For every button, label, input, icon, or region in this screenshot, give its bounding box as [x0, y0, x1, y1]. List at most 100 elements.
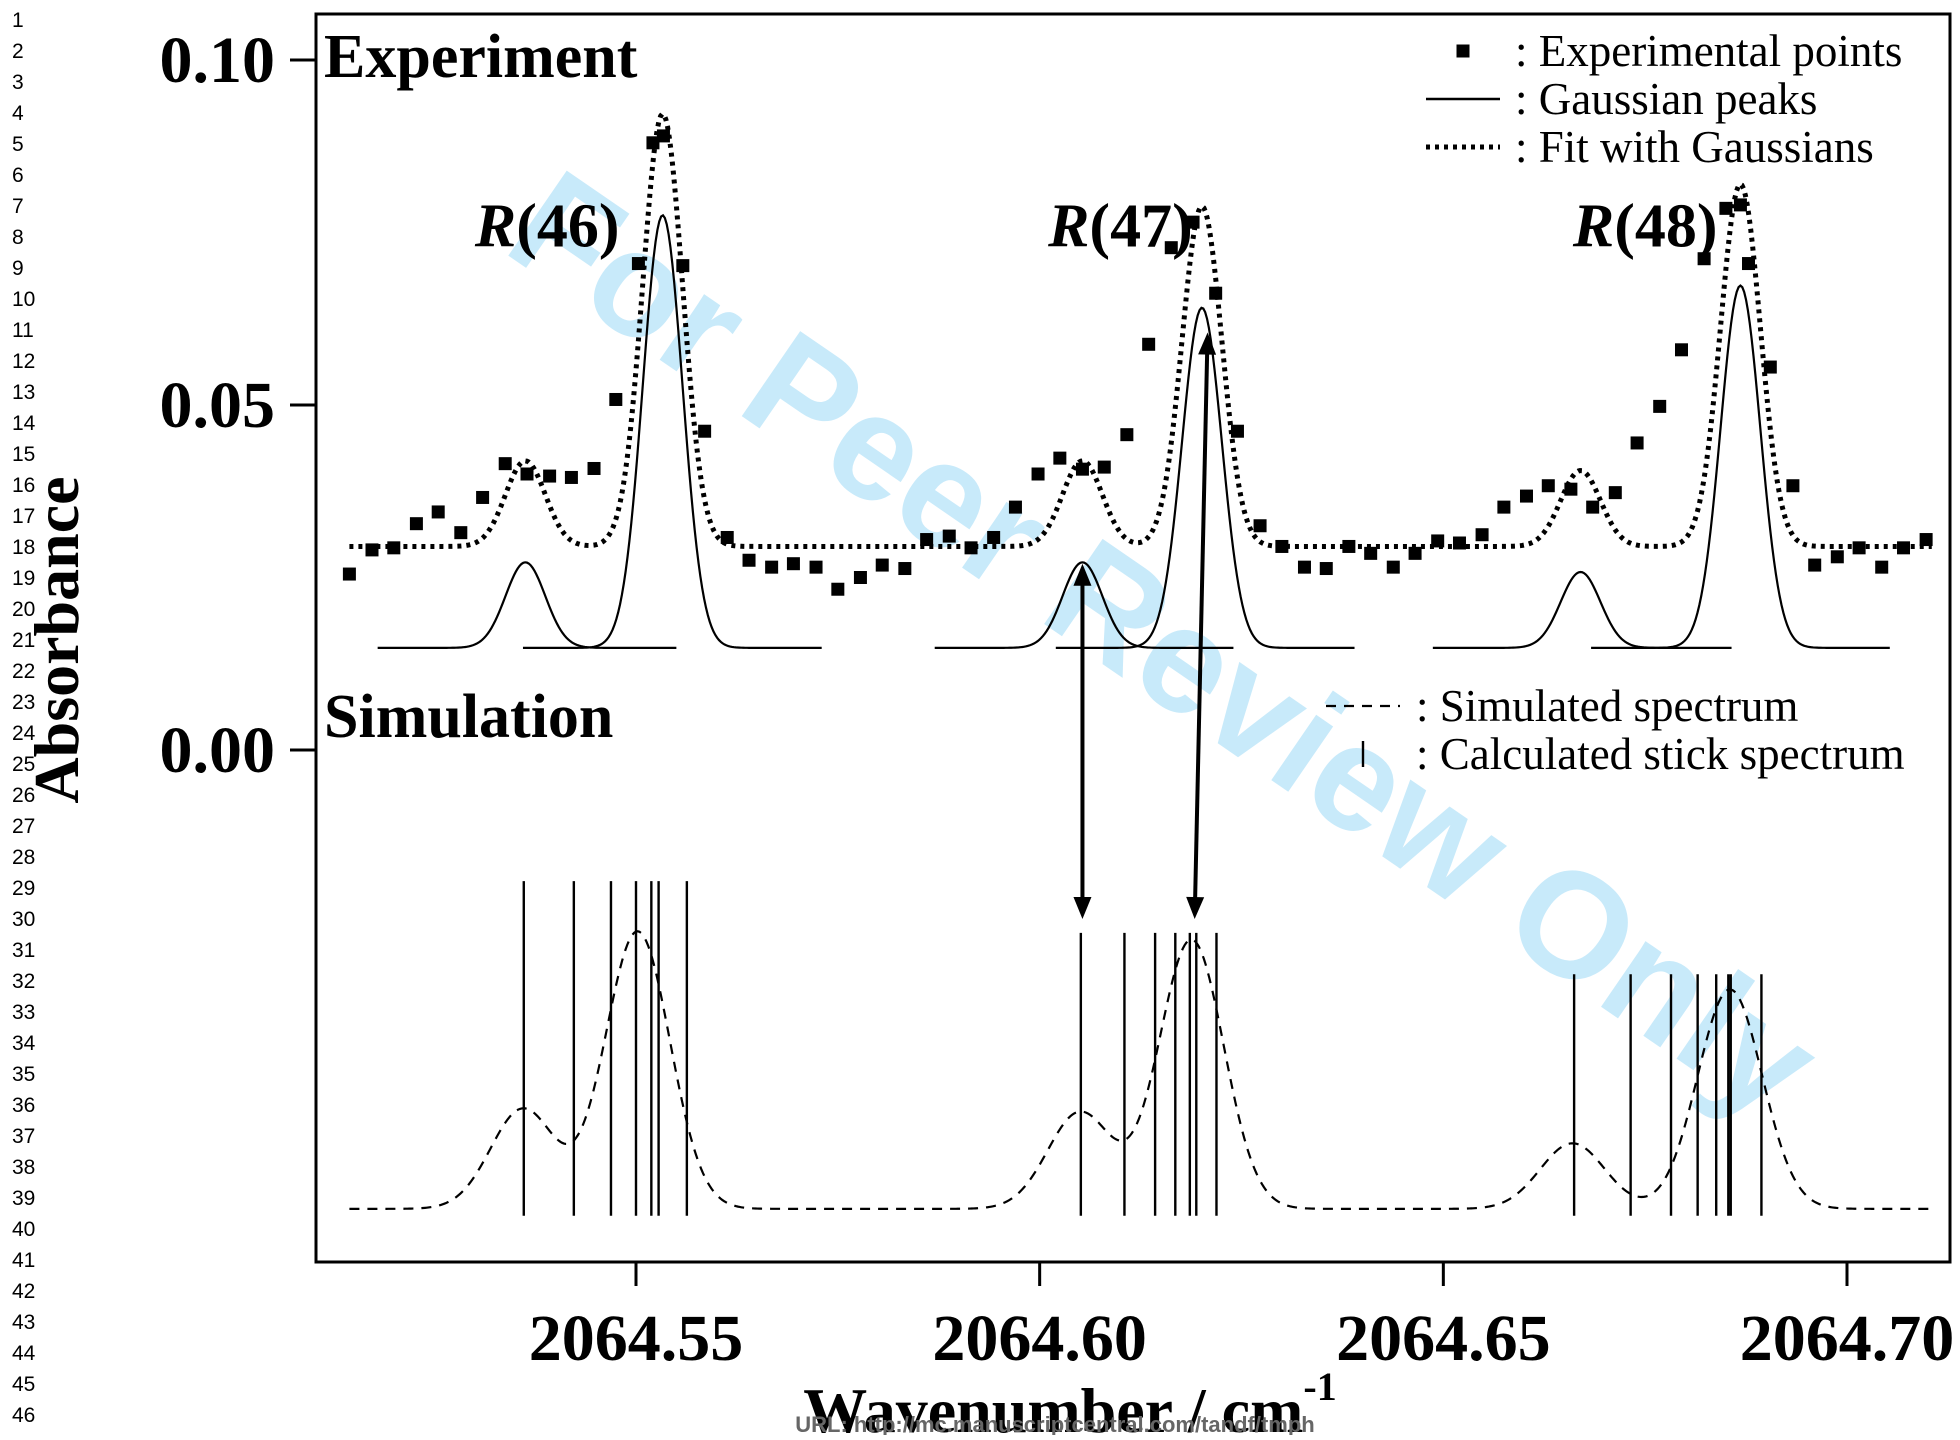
line-number: 7: [12, 195, 24, 218]
manuscript-line-numbers: 1234567891011121314151617181920212223242…: [12, 9, 36, 1427]
experimental-point: [942, 529, 956, 543]
experimental-point: [1164, 241, 1178, 255]
simulated-spectrum-curve: [349, 930, 1932, 1210]
experimental-point: [1452, 536, 1466, 550]
x-axis-title-text: Wavenumber / cm: [803, 1375, 1303, 1435]
experimental-point: [1630, 436, 1644, 450]
experimental-point: [1742, 257, 1756, 271]
experimental-point: [1230, 424, 1244, 438]
experimental-point: [631, 257, 645, 271]
line-number: 13: [12, 381, 35, 404]
arrow-head: [1186, 896, 1205, 920]
line-number: 28: [12, 846, 35, 869]
experimental-point: [898, 562, 912, 576]
line-number: 25: [12, 753, 35, 776]
line-number: 26: [12, 784, 35, 807]
line-number: 34: [12, 1032, 36, 1055]
line-number: 22: [12, 660, 35, 683]
line-number: 42: [12, 1280, 35, 1303]
line-number: 21: [12, 629, 35, 652]
peak-label-number: (46): [516, 192, 619, 260]
experimental-point: [1297, 560, 1311, 574]
y-tick-label: 0.00: [160, 714, 276, 787]
double-arrow-shaft: [1193, 350, 1210, 902]
experimental-point: [1120, 428, 1134, 442]
gaussian-peak-line: [934, 561, 1234, 649]
experimental-point: [520, 467, 534, 481]
experimental-point: [1897, 541, 1911, 555]
experimental-point: [1364, 546, 1378, 560]
experimental-point: [365, 543, 379, 557]
footer-url: URL: http://mc.manuscriptcentral.com/tan…: [795, 1412, 1314, 1435]
experimental-point: [1186, 215, 1200, 229]
experimental-point: [1919, 533, 1933, 547]
line-number: 15: [12, 443, 35, 466]
experimental-point: [564, 470, 578, 484]
line-number: 45: [12, 1373, 35, 1396]
x-tick-label: 2064.60: [932, 1302, 1147, 1375]
experimental-point: [875, 558, 889, 572]
experimental-point: [498, 457, 512, 471]
experimental-point: [387, 541, 401, 555]
experimental-point: [656, 129, 670, 143]
line-number: 35: [12, 1063, 35, 1086]
line-number: 11: [12, 319, 34, 342]
experimental-point: [1319, 562, 1333, 576]
peak-label: R(48): [1572, 192, 1718, 260]
experimental-point: [1386, 560, 1400, 574]
experimental-point: [409, 517, 423, 531]
line-number: 1: [12, 9, 24, 32]
peak-label: R(46): [474, 192, 620, 260]
line-number: 44: [12, 1342, 36, 1365]
experimental-point: [1763, 360, 1777, 374]
experimental-point: [1408, 546, 1422, 560]
panel-title-experiment: Experiment: [324, 23, 638, 91]
experimental-point: [1075, 462, 1089, 476]
experimental-point: [853, 571, 867, 584]
legend-entry-simulation: : Calculated stick spectrum: [1416, 729, 1905, 779]
line-number: 40: [12, 1218, 35, 1241]
line-number: 39: [12, 1187, 35, 1210]
experimental-point: [431, 505, 445, 519]
line-number: 3: [12, 71, 24, 94]
experimental-point: [454, 526, 468, 540]
experimental-point: [720, 530, 734, 544]
line-number: 36: [12, 1094, 35, 1117]
chart-text-layer: 0.10 0.05 0.00 2064.55 2064.60 2064.65 2064.70…: [21, 23, 1954, 1440]
line-number: 30: [12, 908, 35, 931]
experimental-point: [1653, 399, 1667, 413]
line-number: 31: [12, 939, 35, 962]
experimental-point: [1875, 560, 1889, 574]
experimental-point: [987, 530, 1001, 544]
x-axis-title: Wavenumber / cm-1: [803, 1364, 1336, 1435]
experimental-point: [1053, 451, 1067, 465]
experimental-point: [676, 259, 690, 273]
y-axis-title: Absorbance: [21, 476, 92, 803]
experimental-point: [1209, 286, 1223, 300]
experimental-point: [1519, 489, 1533, 503]
experimental-point: [1719, 201, 1733, 215]
x-axis-title-superscript: -1: [1303, 1364, 1336, 1409]
experimental-point: [1541, 479, 1555, 493]
experimental-point: [698, 424, 712, 438]
experimental-point: [1097, 460, 1111, 474]
experimental-point: [742, 553, 756, 567]
x-tick-label: 2064.55: [529, 1302, 744, 1375]
experimental-point: [1475, 528, 1489, 542]
line-number: 24: [12, 722, 36, 745]
line-number: 8: [12, 226, 24, 249]
gaussian-peak-line: [1591, 284, 1890, 649]
line-number: 17: [12, 505, 35, 528]
line-number: 41: [12, 1249, 35, 1272]
experimental-point: [1142, 337, 1156, 351]
experimental-point: [831, 582, 845, 596]
experimental-point: [1031, 467, 1045, 481]
arrow-head: [1073, 897, 1092, 920]
line-number: 12: [12, 350, 35, 373]
line-number: 32: [12, 970, 35, 993]
line-number: 19: [12, 567, 35, 590]
experimental-point: [809, 560, 823, 574]
line-number: 5: [12, 133, 24, 156]
